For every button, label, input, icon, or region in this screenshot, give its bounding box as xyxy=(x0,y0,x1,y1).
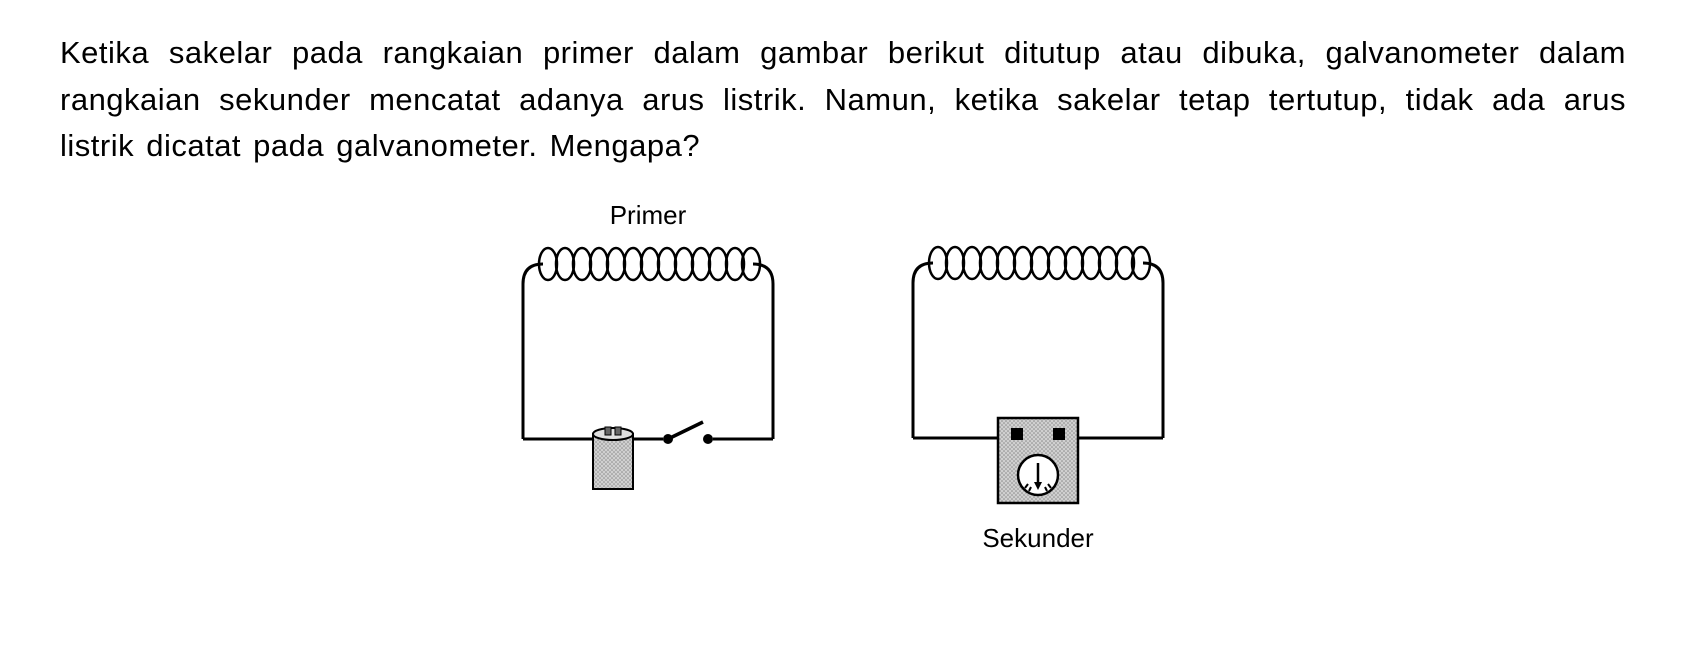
question-text: Ketika sakelar pada rangkaian primer dal… xyxy=(60,30,1626,170)
secondary-coil xyxy=(929,247,1150,279)
secondary-circuit-svg xyxy=(883,238,1193,518)
primary-label: Primer xyxy=(610,200,687,231)
diagram-container: Primer xyxy=(60,200,1626,554)
primary-coil xyxy=(539,248,760,280)
galvanometer-icon xyxy=(998,418,1078,503)
battery-icon xyxy=(593,427,633,489)
primary-circuit-svg xyxy=(493,239,803,499)
primary-circuit: Primer xyxy=(493,200,803,499)
secondary-label: Sekunder xyxy=(982,523,1093,554)
switch-icon xyxy=(663,422,713,444)
secondary-circuit: Sekunder xyxy=(883,200,1193,554)
